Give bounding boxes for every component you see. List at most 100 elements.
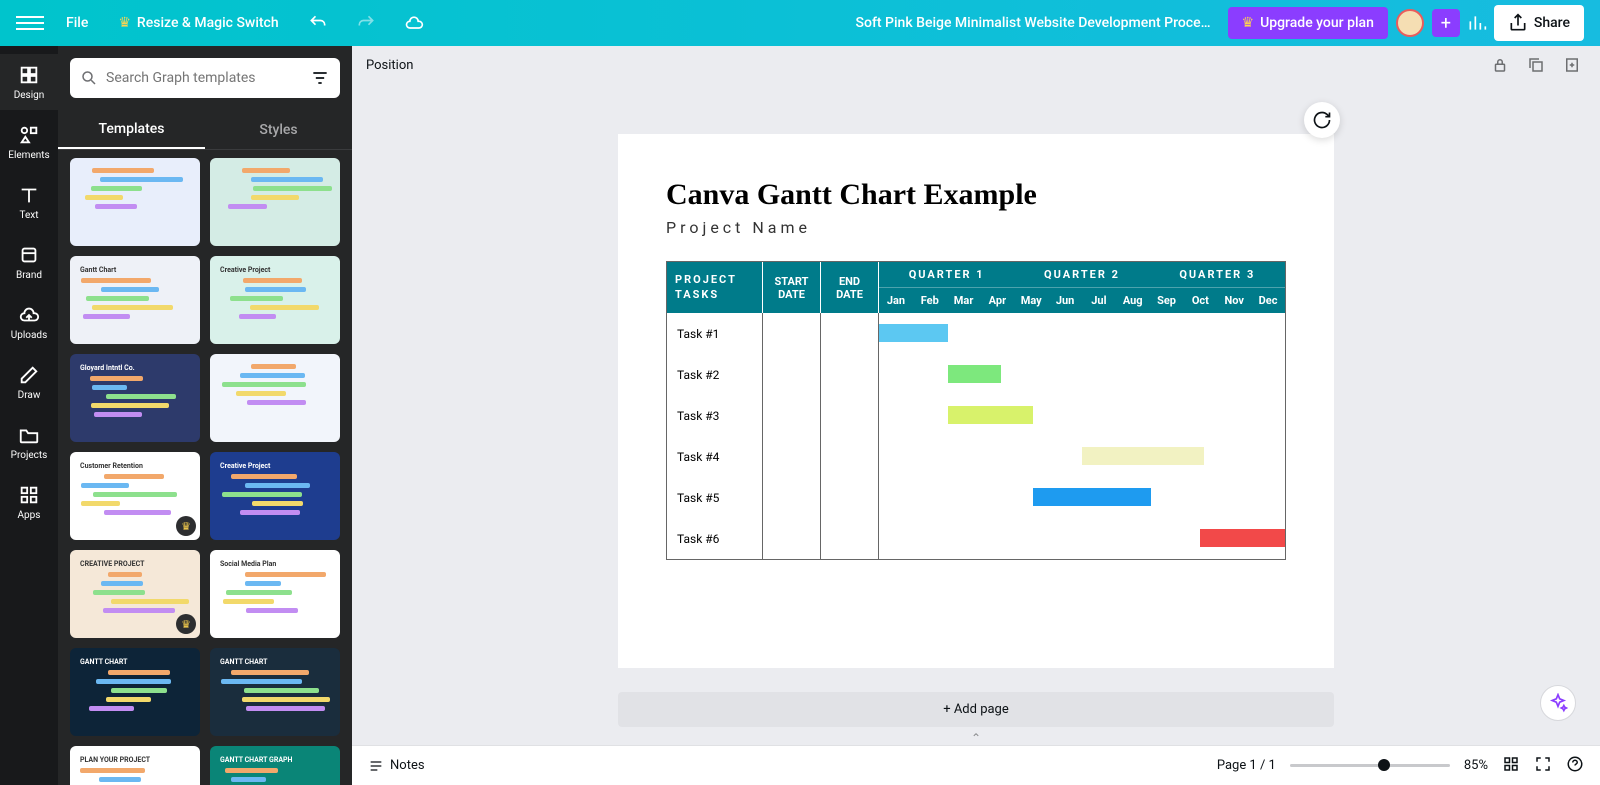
template-thumb[interactable] [210,354,340,442]
position-button[interactable]: Position [366,58,413,73]
undo-button[interactable] [301,6,335,40]
notes-button[interactable]: Notes [368,758,425,774]
file-menu[interactable]: File [58,9,96,37]
rail-apps[interactable]: Apps [0,474,58,530]
template-thumb[interactable]: CREATIVE PROJECT♛ [70,550,200,638]
rail-elements[interactable]: Elements [0,114,58,170]
template-thumb[interactable]: Creative Project [210,452,340,540]
tab-styles[interactable]: Styles [205,110,352,149]
collapse-pages-icon[interactable]: ⌃ [352,731,1600,745]
zoom-slider[interactable] [1290,764,1450,767]
gantt-row: Task #6 [667,518,1285,559]
analytics-icon[interactable] [1460,6,1494,40]
grid-view-icon[interactable] [1502,755,1520,777]
quarter-header: QUARTER 1 [879,262,1014,287]
rail-apps-label: Apps [18,510,41,521]
start-date-cell [763,354,821,395]
month-header: Jul [1082,288,1116,313]
template-thumb[interactable]: GANTT CHART [70,648,200,736]
gantt-bar [1200,529,1285,547]
template-thumb[interactable] [210,158,340,246]
gantt-row: Task #3 [667,395,1285,436]
crown-icon: ♛ [1242,15,1255,31]
rail-projects[interactable]: Projects [0,414,58,470]
quarter-header: QUARTER 2 [1014,262,1149,287]
quarter-header: QUARTER 3 [1150,262,1285,287]
lock-icon[interactable] [1486,51,1514,79]
zoom-value: 85% [1464,758,1488,773]
month-header: Feb [913,288,947,313]
month-header: May [1014,288,1048,313]
upgrade-button[interactable]: ♛ Upgrade your plan [1228,7,1388,39]
gantt-chart: PROJECT TASKS START DATE END DATE QUARTE… [666,261,1286,560]
gantt-bars-cell [879,395,1285,436]
menu-icon[interactable] [16,9,44,37]
share-button[interactable]: Share [1494,5,1584,41]
start-date-cell [763,395,821,436]
magic-button[interactable] [1540,685,1576,721]
add-member-button[interactable]: + [1432,9,1460,37]
end-date-cell [821,395,879,436]
rail-draw[interactable]: Draw [0,354,58,410]
fullscreen-icon[interactable] [1534,755,1552,777]
rail-elements-label: Elements [8,150,49,161]
gantt-bar [879,324,948,342]
task-name: Task #6 [667,518,763,559]
end-date-cell [821,313,879,354]
redo-button[interactable] [349,6,383,40]
add-page-button[interactable]: + Add page [618,692,1334,727]
template-thumb[interactable]: Gantt Chart [70,256,200,344]
tab-templates[interactable]: Templates [58,110,205,149]
template-thumb[interactable]: GANTT CHART [210,648,340,736]
rail-brand-label: Brand [16,270,42,281]
canvas-page[interactable]: Canva Gantt Chart Example Project Name P… [618,134,1334,668]
month-header: Dec [1251,288,1285,313]
gantt-row: Task #5 [667,477,1285,518]
gantt-bar [1082,447,1204,465]
template-thumb[interactable]: PLAN YOUR PROJECT [70,746,200,785]
avatar[interactable] [1396,9,1424,37]
refresh-button[interactable] [1304,102,1340,138]
task-name: Task #3 [667,395,763,436]
filter-icon[interactable] [310,68,330,88]
template-thumb[interactable]: Gloyard Intntl Co. [70,354,200,442]
gantt-bars-cell [879,518,1285,559]
rail-text-label: Text [19,210,38,221]
rail-uploads-label: Uploads [11,330,47,341]
duplicate-icon[interactable] [1522,51,1550,79]
upgrade-label: Upgrade your plan [1260,15,1374,31]
page-subtitle: Project Name [666,218,1286,237]
rail-brand[interactable]: Brand [0,234,58,290]
rail-uploads[interactable]: Uploads [0,294,58,350]
search-input[interactable] [106,70,302,86]
gantt-bars-cell [879,477,1285,518]
month-header: Mar [947,288,981,313]
cloud-sync-icon[interactable] [397,6,431,40]
header-start: START DATE [763,262,821,313]
month-header: Nov [1217,288,1251,313]
header-tasks: PROJECT TASKS [667,262,763,313]
task-name: Task #5 [667,477,763,518]
document-title[interactable]: Soft Pink Beige Minimalist Website Devel… [856,15,1216,31]
new-page-icon[interactable] [1558,51,1586,79]
search-box [70,58,340,98]
resize-magic-button[interactable]: ♛ Resize & Magic Switch [110,9,286,37]
rail-design-label: Design [14,90,45,101]
rail-design[interactable]: Design [0,54,58,110]
help-icon[interactable] [1566,755,1584,777]
month-header: Sep [1150,288,1184,313]
gantt-bar [948,365,1001,383]
template-thumb[interactable]: GANTT CHART GRAPH [210,746,340,785]
template-thumb[interactable]: Creative Project [210,256,340,344]
gantt-row: Task #1 [667,313,1285,354]
template-thumb[interactable] [70,158,200,246]
month-header: Aug [1116,288,1150,313]
end-date-cell [821,477,879,518]
gantt-bar [1033,488,1151,506]
rail-text[interactable]: Text [0,174,58,230]
start-date-cell [763,518,821,559]
template-thumb[interactable]: Customer Retention♛ [70,452,200,540]
template-thumb[interactable]: Social Media Plan [210,550,340,638]
task-name: Task #4 [667,436,763,477]
gantt-row: Task #2 [667,354,1285,395]
